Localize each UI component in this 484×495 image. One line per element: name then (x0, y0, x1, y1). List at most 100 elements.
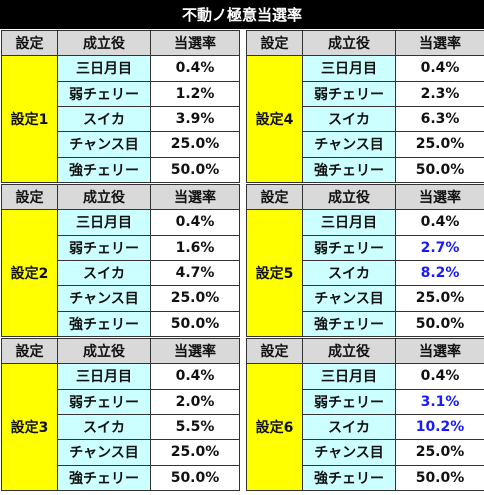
setting-label: 設定3 (1, 363, 58, 491)
header-rate: 当選率 (150, 29, 240, 57)
setting-table: 設定 成立役 当選率設定3 三日月目 0.4% 弱チェリー 2.0% スイカ 5.5% チャンス目… (1, 337, 240, 492)
rate-cell: 25.0% (150, 131, 240, 158)
page-title: 不動ノ極意当選率 (0, 0, 484, 29)
role-cell: 三日月目 (57, 363, 151, 390)
role-cell: チャンス目 (57, 285, 151, 312)
rate-cell: 50.0% (395, 310, 484, 338)
table-row: スイカ 4.7% (2, 259, 240, 287)
setting-label: 設定5 (246, 209, 303, 337)
table-row: チャンス目 25.0% (247, 131, 484, 158)
setting-table: 設定 成立役 当選率 設定4 三日月目 0.4% 弱チェリー 2.3% スイカ 6.3% チャンス目… (246, 29, 484, 184)
rate-cell: 50.0% (150, 310, 240, 338)
header-role: 成立役 (302, 183, 396, 211)
rate-cell: 5.5% (150, 413, 240, 441)
role-cell: 強チェリー (302, 464, 396, 492)
rate-cell: 10.2% (395, 413, 484, 441)
role-cell: スイカ (302, 105, 396, 133)
setting-table: 設定 成立役 当選率 設定1 三日月目 0.4% 弱チェリー 1.2% スイカ 3.9% チャンス目… (1, 29, 240, 184)
role-cell: 弱チェリー (57, 234, 151, 261)
rate-cell: 0.4% (150, 55, 240, 82)
table-row: 弱チェリー 2.7% (247, 234, 484, 261)
table-row: 設定4 三日月目 0.4% (246, 55, 484, 183)
role-cell: 三日月目 (57, 55, 151, 82)
rate-cell: 50.0% (395, 156, 484, 184)
role-cell: 強チェリー (57, 464, 151, 492)
role-cell: 弱チェリー (302, 388, 396, 415)
role-cell: 強チェリー (302, 156, 396, 184)
role-cell: スイカ (302, 413, 396, 441)
table-row: 強チェリー 50.0% (247, 156, 484, 184)
role-cell: チャンス目 (57, 439, 151, 466)
header-role: 成立役 (57, 183, 151, 211)
table-row: 弱チェリー 1.2% (2, 80, 240, 107)
rate-cell: 0.4% (395, 209, 484, 236)
table-row: チャンス目 25.0% (2, 439, 240, 466)
rate-cell: 0.4% (150, 363, 240, 390)
role-cell: 強チェリー (57, 310, 151, 338)
role-cell: 弱チェリー (57, 80, 151, 107)
role-cell: スイカ (57, 105, 151, 133)
table-row: スイカ 5.5% (2, 413, 240, 441)
setting-table: 設定 成立役 当選率 設定2 三日月目 0.4% 弱チェリー 1.6% スイカ 4.7% チャンス目… (1, 183, 240, 338)
table-row: 弱チェリー 1.6% (2, 234, 240, 261)
table-row: 設定5 三日月目 0.4% (246, 209, 484, 337)
table-row: スイカ 10.2% (247, 413, 484, 441)
header-rate: 当選率 (395, 183, 484, 211)
rate-cell: 3.9% (150, 105, 240, 133)
rate-cell: 0.4% (150, 209, 240, 236)
rate-cell: 25.0% (150, 285, 240, 312)
table-row: 弱チェリー 3.1% (247, 388, 484, 415)
rate-cell: 0.4% (395, 55, 484, 82)
role-cell: スイカ (302, 259, 396, 287)
setting-label: 設定6 (246, 363, 303, 491)
header-rate: 当選率 (150, 183, 240, 211)
rate-cell: 2.3% (395, 80, 484, 107)
rate-cell: 3.1% (395, 388, 484, 415)
rate-cell: 6.3% (395, 105, 484, 133)
header-setting: 設定 (246, 337, 303, 365)
header-role: 成立役 (57, 337, 151, 365)
role-cell: 三日月目 (302, 55, 396, 82)
header-rate: 当選率 (150, 337, 240, 365)
setting-label: 設定2 (1, 209, 58, 337)
role-cell: 弱チェリー (302, 80, 396, 107)
table-row: スイカ 8.2% (247, 259, 484, 287)
table-row: チャンス目 25.0% (247, 285, 484, 312)
rate-cell: 25.0% (395, 285, 484, 312)
role-cell: 強チェリー (57, 156, 151, 184)
table-row: チャンス目 25.0% (247, 439, 484, 466)
table-row: 設定6 三日月目 0.4% (246, 363, 484, 491)
rate-cell: 2.7% (395, 234, 484, 261)
role-cell: 強チェリー (302, 310, 396, 338)
header-setting: 設定 (1, 183, 58, 211)
role-cell: チャンス目 (57, 131, 151, 158)
table-row: 強チェリー 50.0% (2, 156, 240, 184)
table-row: スイカ 3.9% (2, 105, 240, 133)
table-row: 強チェリー 50.0% (247, 464, 484, 492)
setting-table: 設定 成立役 当選率 設定5 三日月目 0.4% 弱チェリー 2.7% スイカ 8.2% チャンス目… (246, 183, 484, 338)
role-cell: スイカ (57, 413, 151, 441)
role-cell: スイカ (57, 259, 151, 287)
header-rate: 当選率 (395, 29, 484, 57)
role-cell: チャンス目 (302, 439, 396, 466)
rate-cell: 25.0% (150, 439, 240, 466)
rate-cell: 0.4% (395, 363, 484, 390)
role-cell: 三日月目 (302, 363, 396, 390)
role-cell: 三日月目 (302, 209, 396, 236)
header-role: 成立役 (57, 29, 151, 57)
role-cell: 弱チェリー (57, 388, 151, 415)
header-setting: 設定 (246, 29, 303, 57)
rate-cell: 8.2% (395, 259, 484, 287)
table-row: 設定2 三日月目 0.4% (1, 209, 240, 337)
rate-cell: 1.6% (150, 234, 240, 261)
role-cell: チャンス目 (302, 131, 396, 158)
rate-cell: 4.7% (150, 259, 240, 287)
rate-cell: 25.0% (395, 131, 484, 158)
rate-cell: 50.0% (150, 464, 240, 492)
rate-cell: 1.2% (150, 80, 240, 107)
setting-label: 設定1 (1, 55, 58, 183)
table-row: 強チェリー 50.0% (2, 464, 240, 492)
table-row: スイカ 6.3% (247, 105, 484, 133)
rate-cell: 2.0% (150, 388, 240, 415)
header-setting: 設定 (1, 337, 58, 365)
